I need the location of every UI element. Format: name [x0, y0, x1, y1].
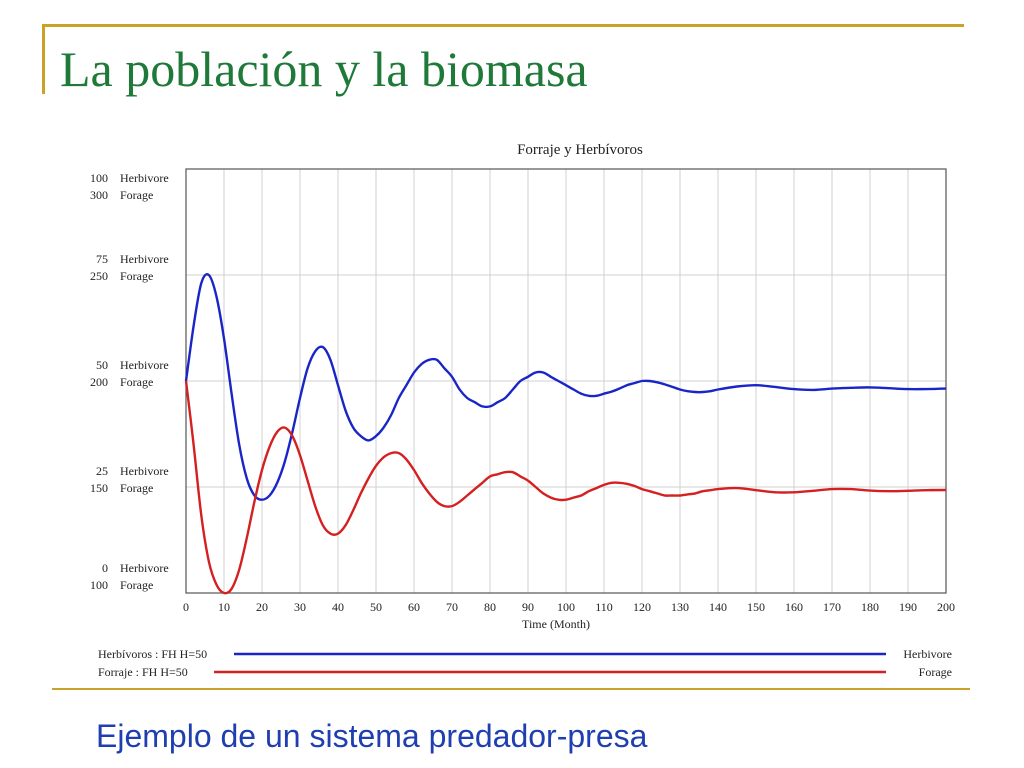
x-tick-label: 50	[370, 600, 382, 614]
x-tick-label: 130	[671, 600, 689, 614]
y-tick-label-herbivore: 0	[102, 561, 108, 575]
frame-accent-top	[42, 24, 964, 27]
x-tick-label: 170	[823, 600, 841, 614]
slide-subtitle: Ejemplo de un sistema predador-presa	[96, 718, 648, 754]
slide-title: La población y la biomasa	[60, 41, 588, 97]
x-tick-label: 10	[218, 600, 230, 614]
y-unit-label-herbivore: Herbivore	[120, 464, 169, 478]
y-tick-label-herbivore: 50	[96, 358, 108, 372]
y-tick-label-forage: 100	[90, 578, 108, 592]
x-tick-label: 150	[747, 600, 765, 614]
y-tick-label-herbivore: 25	[96, 464, 108, 478]
x-tick-label: 70	[446, 600, 458, 614]
legend-name-herbivore: Herbívoros : FH H=50	[98, 647, 207, 661]
y-unit-label-forage: Forage	[120, 188, 153, 202]
y-unit-label-herbivore: Herbivore	[120, 171, 169, 185]
y-tick-label-forage: 250	[90, 269, 108, 283]
y-unit-label-herbivore: Herbivore	[120, 252, 169, 266]
y-unit-label-herbivore: Herbivore	[120, 561, 169, 575]
y-tick-label-forage: 150	[90, 481, 108, 495]
x-tick-label: 140	[709, 600, 727, 614]
y-unit-label-forage: Forage	[120, 269, 153, 283]
x-tick-label: 30	[294, 600, 306, 614]
x-tick-label: 120	[633, 600, 651, 614]
x-tick-label: 60	[408, 600, 420, 614]
legend-name-forage: Forraje : FH H=50	[98, 665, 188, 679]
chart-title: Forraje y Herbívoros	[517, 142, 643, 158]
chart: Forraje y Herbívoros 0 10 20 30 40 50 60 70 80 90 1…	[90, 142, 955, 679]
x-axis-label: Time (Month)	[522, 617, 590, 631]
bottom-divider	[52, 688, 970, 690]
x-tick-label: 180	[861, 600, 879, 614]
y-tick-label-herbivore: 75	[96, 252, 108, 266]
y-unit-label-forage: Forage	[120, 375, 153, 389]
series-line-forage	[184, 380, 947, 595]
x-tick-label: 110	[595, 600, 613, 614]
series-line-herbivore	[184, 273, 947, 501]
x-tick-label: 40	[332, 600, 344, 614]
y-tick-label-forage: 200	[90, 375, 108, 389]
x-tick-label: 100	[557, 600, 575, 614]
y-unit-label-forage: Forage	[120, 578, 153, 592]
y-unit-label-herbivore: Herbivore	[120, 358, 169, 372]
frame-accent-vertical	[42, 24, 45, 94]
x-tick-label: 80	[484, 600, 496, 614]
y-unit-label-forage: Forage	[120, 481, 153, 495]
legend-unit-forage: Forage	[919, 665, 952, 679]
x-tick-label: 0	[183, 600, 189, 614]
x-tick-label: 20	[256, 600, 268, 614]
x-tick-label: 190	[899, 600, 917, 614]
legend-unit-herbivore: Herbivore	[903, 647, 952, 661]
y-tick-label-forage: 300	[90, 188, 108, 202]
x-tick-label: 160	[785, 600, 803, 614]
x-tick-label: 200	[937, 600, 955, 614]
x-tick-label: 90	[522, 600, 534, 614]
y-tick-label-herbivore: 100	[90, 171, 108, 185]
